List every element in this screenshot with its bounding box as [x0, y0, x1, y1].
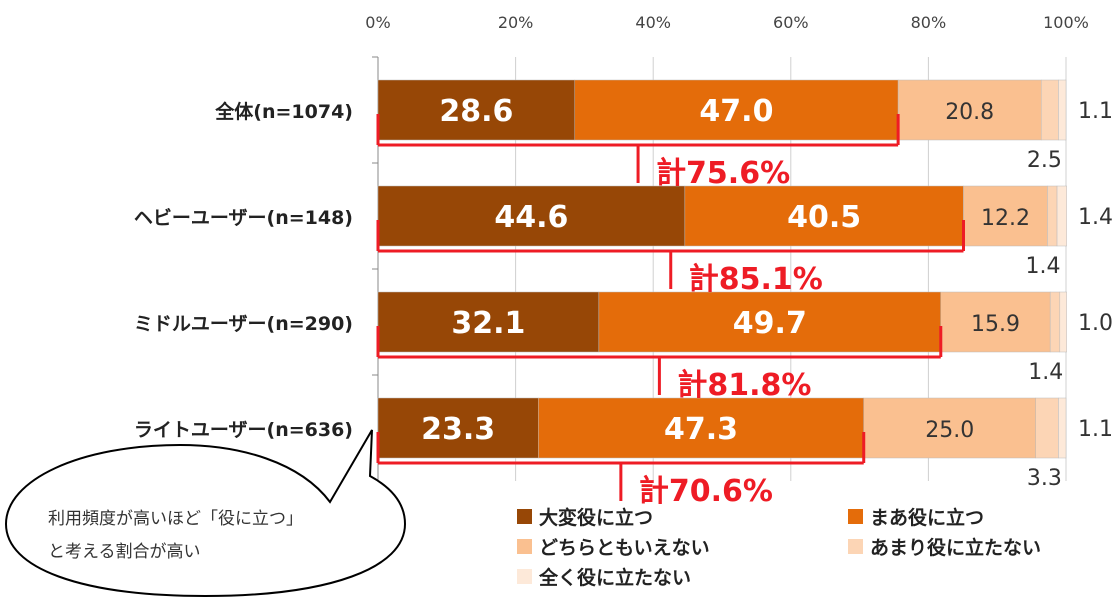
callout-bubble: 利用頻度が高いほど「役に立つ」 と考える割合が高い — [4, 429, 407, 598]
data-label: 1.4 — [1026, 254, 1061, 279]
legend-swatch — [517, 569, 532, 584]
bar-segment — [1040, 79, 1059, 141]
legend-label: 大変役に立つ — [539, 506, 653, 529]
data-label: 47.0 — [699, 94, 773, 129]
x-axis-ticks: 0% 20% 40% 60% 80% 100% — [365, 13, 1089, 32]
total-brackets: 計75.6% 計85.1% 計81.8% 計70.6% — [376, 114, 965, 509]
legend-swatch — [517, 539, 532, 554]
legend-label: まあ役に立つ — [870, 506, 984, 529]
bar-segment — [863, 397, 1036, 459]
data-label: 32.1 — [451, 306, 525, 341]
total-label: 計75.6% — [656, 156, 790, 191]
bar-segment — [1035, 397, 1059, 459]
data-label: 15.9 — [971, 312, 1020, 337]
data-label: 44.6 — [494, 200, 568, 235]
data-label: 47.3 — [664, 412, 738, 447]
data-label: 1.4 — [1078, 205, 1113, 230]
x-tick-label: 0% — [365, 13, 390, 32]
bar-segment — [538, 397, 864, 459]
total-label: 計81.8% — [677, 368, 811, 403]
data-label: 3.3 — [1027, 466, 1062, 491]
bar-segment — [684, 185, 964, 247]
bar-segment — [1049, 291, 1061, 353]
x-tick-label: 60% — [773, 13, 809, 32]
data-label: 40.5 — [787, 200, 861, 235]
callout-line-2: と考える割合が高い — [48, 542, 201, 562]
category-label: ヘビーユーザー(n=148) — [134, 207, 353, 229]
callout-line-1: 利用頻度が高いほど「役に立つ」 — [48, 509, 303, 529]
data-label: 23.3 — [421, 412, 495, 447]
callout-shape — [4, 429, 407, 598]
category-label: 全体(n=1074) — [214, 100, 353, 123]
data-label: 1.0 — [1078, 311, 1113, 336]
bar-segment — [377, 291, 600, 353]
bar-segment — [1056, 185, 1067, 247]
bar-segment — [940, 291, 1051, 353]
x-tick-label: 20% — [498, 13, 534, 32]
legend-swatch — [848, 509, 863, 524]
legend-label: あまり役に立たない — [870, 536, 1041, 559]
bar-segment — [377, 397, 539, 459]
category-label: ミドルユーザー(n=290) — [134, 313, 353, 335]
data-label: 12.2 — [981, 206, 1030, 231]
bar-segment — [574, 79, 899, 141]
bar-segment — [1058, 397, 1067, 459]
data-label: 2.5 — [1027, 148, 1062, 173]
bars — [377, 79, 1067, 459]
bar-segment — [897, 79, 1042, 141]
data-label: 20.8 — [945, 100, 994, 125]
total-label: 計85.1% — [689, 262, 823, 297]
legend-swatch — [848, 539, 863, 554]
legend-label: どちらともいえない — [539, 537, 710, 559]
category-label: ライトユーザー(n=636) — [134, 419, 353, 441]
bar-segment — [1047, 185, 1058, 247]
data-labels: 28.6 47.0 20.8 2.5 1.1 44.6 40.5 12.2 1.4 1.4 32.1… — [421, 94, 1113, 491]
x-tick-label: 40% — [635, 13, 671, 32]
total-label: 計70.6% — [639, 474, 773, 509]
x-tick-label: 80% — [911, 13, 947, 32]
bar-segment — [598, 291, 942, 353]
bar-segment — [377, 185, 686, 247]
bar-segment — [1058, 79, 1067, 141]
bar-segment — [963, 185, 1048, 247]
bar-segment — [377, 79, 576, 141]
data-label: 25.0 — [925, 418, 974, 443]
data-label: 1.1 — [1078, 99, 1113, 124]
data-label: 49.7 — [733, 306, 807, 341]
category-labels: 全体(n=1074) ヘビーユーザー(n=148) ミドルユーザー(n=290) ライ… — [134, 100, 353, 441]
data-label: 1.4 — [1028, 360, 1063, 385]
legend-swatch — [517, 509, 532, 524]
data-label: 28.6 — [439, 94, 513, 129]
data-label: 1.1 — [1078, 417, 1113, 442]
legend-label: 全く役に立たない — [538, 566, 691, 589]
bar-segment — [1059, 291, 1067, 353]
x-tick-label: 100% — [1043, 13, 1089, 32]
